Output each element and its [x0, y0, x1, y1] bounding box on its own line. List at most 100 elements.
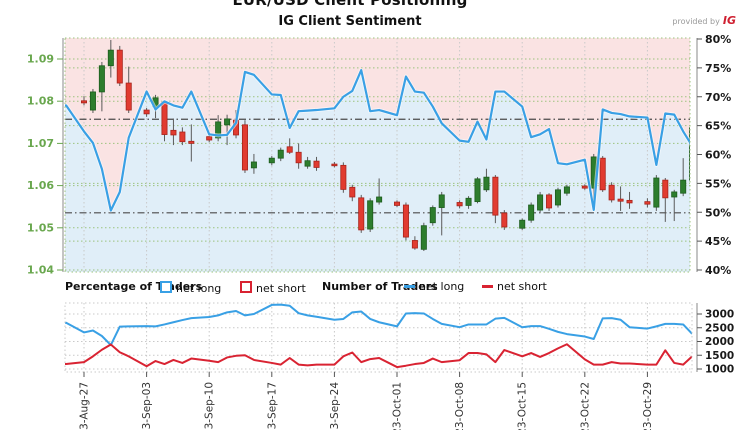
candle	[250, 161, 257, 169]
net-short-count-line	[65, 343, 692, 369]
price-axis: 1.04 1.05 1.06 1.07 1.08 1.09	[27, 38, 64, 277]
candle	[474, 178, 481, 203]
dailyfx-logo: DAILYFX	[657, 0, 738, 3]
date-tick-label: 2023-Sep-03	[141, 382, 153, 430]
candle	[429, 207, 436, 224]
candle	[546, 194, 553, 209]
net-long-pct-line	[65, 69, 690, 212]
date-tick-label: 2023-Sep-17	[266, 382, 278, 430]
percent-tick-label: 40%	[705, 264, 731, 277]
candle	[304, 160, 311, 167]
percent-axis: 40% 45% 50% 55% 60% 65% 70% 75% 80%	[696, 33, 731, 277]
candle	[170, 129, 177, 136]
percent-tick-label: 55%	[705, 177, 731, 190]
candle	[349, 186, 356, 198]
candle	[331, 163, 338, 167]
net-short-dash-icon	[482, 285, 493, 288]
percent-tick-label: 60%	[705, 149, 731, 162]
count-tick-label: 1000	[705, 364, 734, 376]
count-tick-label: 3000	[705, 309, 734, 321]
candle	[277, 149, 284, 159]
candle	[143, 109, 150, 115]
candle	[224, 118, 231, 126]
percent-tick-label: 70%	[705, 91, 731, 104]
candle	[438, 194, 445, 208]
legend-num-net-short: net short	[482, 281, 547, 293]
candle	[98, 65, 105, 93]
candle	[358, 197, 365, 231]
traders-plot	[65, 303, 692, 372]
percent-tick-label: 50%	[705, 206, 731, 219]
candle	[608, 184, 615, 201]
date-tick-label: 2023-Oct-08	[454, 382, 466, 430]
candle	[340, 164, 347, 190]
candle	[286, 146, 293, 153]
candle	[376, 196, 383, 203]
legend-num-net-long: net long	[404, 281, 464, 293]
net-short-swatch-icon	[240, 281, 252, 293]
candle	[563, 186, 570, 194]
candle	[295, 151, 302, 164]
price-tick-label: 1.09	[27, 53, 54, 66]
date-axis: 2023-Aug-27 2023-Sep-03 2023-Sep-10 2023-Se…	[79, 372, 654, 430]
candle	[402, 204, 409, 238]
count-tick-label: 1500	[705, 350, 734, 362]
candles	[81, 40, 690, 252]
price-tick-label: 1.08	[27, 95, 54, 108]
candle	[519, 219, 526, 229]
candle	[89, 91, 96, 111]
candle	[644, 201, 651, 205]
candle	[394, 201, 401, 206]
candle	[617, 198, 624, 202]
date-tick-label: 2023-Oct-15	[517, 382, 529, 430]
candle	[653, 177, 660, 208]
candle	[268, 157, 275, 164]
ig-logo: IG	[722, 14, 736, 27]
candle	[581, 185, 588, 189]
candle	[501, 212, 508, 228]
date-tick-label: 2023-Aug-27	[79, 382, 91, 430]
net-long-dash-icon	[404, 285, 415, 288]
candle	[81, 100, 88, 104]
candle	[492, 176, 499, 216]
legend-pct-net-short: net short	[240, 281, 306, 295]
net-long-count-line	[65, 303, 692, 347]
candle	[215, 121, 222, 139]
legend-number-of-traders: Number of Traders	[322, 280, 438, 293]
candle	[161, 101, 168, 135]
candle	[456, 202, 463, 207]
candle	[662, 179, 669, 199]
main-plot	[65, 38, 690, 272]
candle	[206, 136, 213, 141]
percent-tick-label: 65%	[705, 120, 731, 133]
candle	[528, 204, 535, 221]
date-tick-label: 2023-Oct-29	[642, 382, 654, 430]
candle	[116, 49, 123, 84]
candle	[465, 197, 472, 206]
candle	[179, 131, 186, 143]
chart-subtitle: IG Client Sentiment	[278, 14, 422, 29]
count-tick-label: 2000	[705, 336, 734, 348]
candle	[599, 157, 606, 191]
candle	[680, 179, 687, 194]
date-tick-label: 2023-Oct-01	[392, 382, 404, 430]
percent-tick-label: 45%	[705, 235, 731, 248]
candle	[537, 194, 544, 211]
price-tick-label: 1.04	[27, 264, 54, 277]
date-tick-label: 2023-Sep-24	[329, 382, 341, 430]
legend-pct-net-long: net long	[160, 281, 221, 295]
page-title: EUR/USD Client Positioning	[232, 0, 468, 9]
candle	[411, 240, 418, 249]
candle	[367, 200, 374, 230]
candle	[671, 191, 678, 198]
price-tick-label: 1.07	[27, 137, 54, 150]
date-tick-label: 2023-Oct-22	[579, 382, 591, 430]
candle	[420, 225, 427, 250]
candle	[313, 160, 320, 168]
candle	[125, 82, 132, 111]
candle	[483, 176, 490, 191]
count-tick-label: 2500	[705, 322, 734, 334]
